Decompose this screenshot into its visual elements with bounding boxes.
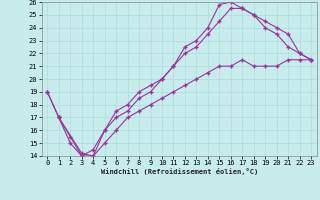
- X-axis label: Windchill (Refroidissement éolien,°C): Windchill (Refroidissement éolien,°C): [100, 168, 258, 175]
